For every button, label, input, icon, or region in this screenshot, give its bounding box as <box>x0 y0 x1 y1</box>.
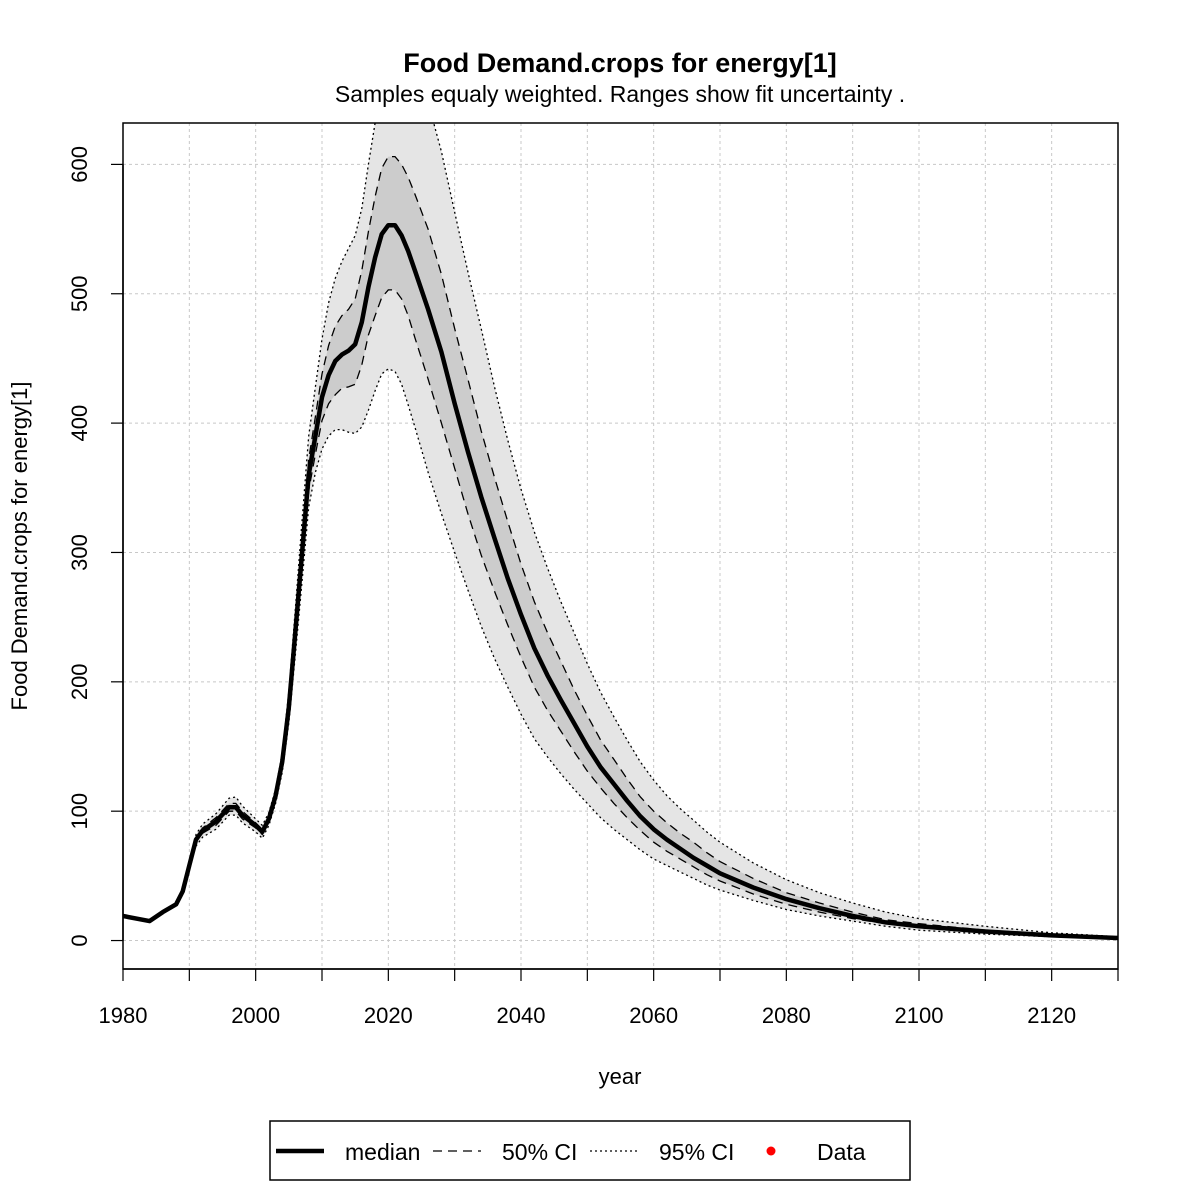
y-tick-label: 200 <box>67 663 92 700</box>
x-tick-label: 2060 <box>629 1003 678 1028</box>
x-tick-label: 2120 <box>1027 1003 1076 1028</box>
legend-data-marker <box>766 1146 776 1156</box>
y-axis-label: Food Demand.crops for energy[1] <box>7 382 32 711</box>
legend: median 50% CI 95% CI Data <box>269 1120 911 1181</box>
legend-median-label: median <box>345 1139 420 1165</box>
grid <box>122 123 1118 969</box>
ci95-lower-line <box>123 368 1118 940</box>
ci50-band <box>123 156 1118 939</box>
x-tick-label: 2100 <box>895 1003 944 1028</box>
ci50-lower-line <box>123 289 1118 939</box>
plot-frame <box>122 122 1119 970</box>
legend-data-label: Data <box>817 1139 866 1165</box>
ci50-upper-line <box>123 155 1118 939</box>
x-tick-label: 2040 <box>497 1003 546 1028</box>
legend-ci50-label: 50% CI <box>502 1139 577 1165</box>
x-axis-label: year <box>599 1064 642 1089</box>
chart-subtitle: Samples equaly weighted. Ranges show fit… <box>335 81 905 107</box>
y-tick-label: 0 <box>67 934 92 946</box>
x-tick-label: 2000 <box>231 1003 280 1028</box>
median-line <box>123 222 1118 941</box>
y-axis: 0 100 200 300 400 500 600 <box>67 146 124 947</box>
x-tick-label: 1980 <box>99 1003 148 1028</box>
x-axis: 1980 2000 2020 2040 2060 2080 2100 2120 <box>99 968 1119 1028</box>
y-tick-label: 600 <box>67 146 92 183</box>
x-tick-label: 2020 <box>364 1003 413 1028</box>
y-tick-label: 400 <box>67 405 92 442</box>
chart-title: Food Demand.crops for energy[1] <box>403 48 837 78</box>
y-tick-label: 300 <box>67 534 92 571</box>
y-tick-label: 500 <box>67 275 92 312</box>
legend-ci95-label: 95% CI <box>659 1139 734 1165</box>
ci95-band <box>123 123 1118 940</box>
x-tick-label: 2080 <box>762 1003 811 1028</box>
y-tick-label: 100 <box>67 793 92 830</box>
